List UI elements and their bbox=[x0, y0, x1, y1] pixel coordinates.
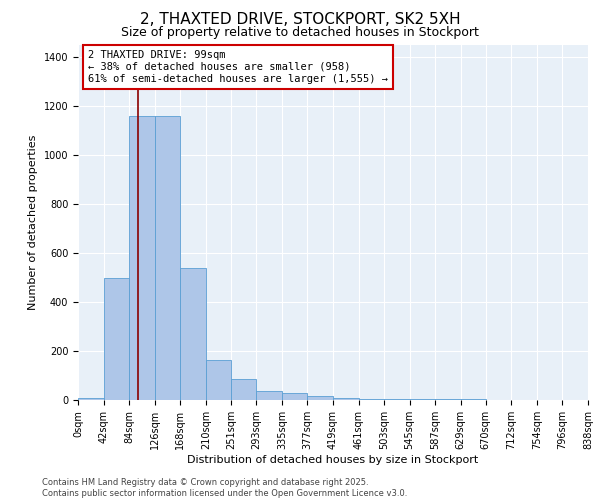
Bar bbox=[231, 379, 256, 400]
Bar bbox=[78, 398, 104, 400]
Y-axis label: Number of detached properties: Number of detached properties bbox=[28, 135, 38, 310]
Bar bbox=[410, 399, 435, 400]
Bar bbox=[359, 398, 384, 400]
Bar bbox=[282, 393, 307, 400]
Bar bbox=[206, 360, 231, 400]
Bar bbox=[384, 399, 410, 400]
Bar bbox=[104, 278, 129, 400]
Text: Contains HM Land Registry data © Crown copyright and database right 2025.
Contai: Contains HM Land Registry data © Crown c… bbox=[42, 478, 407, 498]
Bar bbox=[307, 396, 333, 400]
Bar bbox=[333, 398, 359, 400]
Bar bbox=[129, 116, 155, 400]
Bar bbox=[155, 116, 180, 400]
Bar bbox=[256, 392, 282, 400]
Text: Size of property relative to detached houses in Stockport: Size of property relative to detached ho… bbox=[121, 26, 479, 39]
X-axis label: Distribution of detached houses by size in Stockport: Distribution of detached houses by size … bbox=[187, 454, 479, 464]
Text: 2 THAXTED DRIVE: 99sqm
← 38% of detached houses are smaller (958)
61% of semi-de: 2 THAXTED DRIVE: 99sqm ← 38% of detached… bbox=[88, 50, 388, 84]
Bar bbox=[180, 268, 206, 400]
Bar bbox=[435, 399, 461, 400]
Text: 2, THAXTED DRIVE, STOCKPORT, SK2 5XH: 2, THAXTED DRIVE, STOCKPORT, SK2 5XH bbox=[140, 12, 460, 28]
